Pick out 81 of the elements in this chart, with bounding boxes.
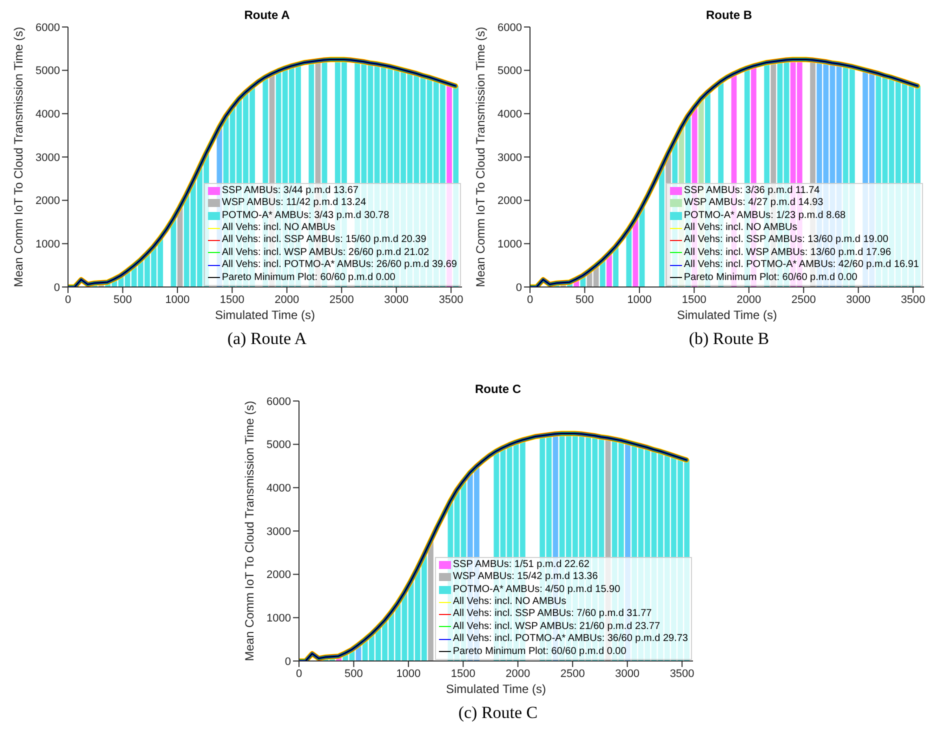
- y-tick-label: 4000: [266, 482, 291, 495]
- x-tick-label: 3000: [384, 294, 409, 306]
- x-tick-label: 1500: [682, 294, 706, 306]
- y-tick-label: 4000: [36, 108, 60, 121]
- text: (a) Route A: [226, 329, 308, 349]
- x-tick-label: 1500: [450, 668, 476, 680]
- y-tick-label: 1000: [498, 238, 522, 251]
- x-axis-title: Simulated Time (s): [446, 682, 546, 696]
- y-tick-label: 1000: [36, 238, 60, 251]
- legend-label: POTMO-A* AMBUs: 4/50 p.m.d 15.90: [452, 584, 620, 596]
- x-axis-title: Simulated Time (s): [214, 308, 316, 322]
- legend-label: All Vehs: incl. WSP AMBUs: 13/60 p.m.d 17.96: [684, 246, 892, 260]
- legend-label: Pareto Minimum Plot: 60/60 p.m.d 0.00: [684, 272, 858, 284]
- x-tick-label: 1000: [396, 668, 421, 680]
- legend-label: All Vehs: incl. POTMO-A* AMBUs: 36/60 p.m.d 29.73: [452, 633, 688, 646]
- legend-label: Pareto Minimum Plot: 60/60 p.m.d 0.00: [222, 272, 396, 284]
- x-tick-label: 0: [296, 668, 302, 680]
- y-tick-label: 3000: [36, 152, 60, 164]
- y-tick-label: 2000: [266, 569, 291, 582]
- legend-label: SSP AMBUs: 1/51 p.m.d 22.62: [452, 558, 590, 572]
- x-tick-label: 1000: [165, 294, 190, 306]
- x-tick-label: 3500: [670, 668, 694, 680]
- y-axis-title: Mean Comm IoT To Cloud Transmission Time (s): [11, 26, 26, 288]
- legend-label: All Vehs: incl. POTMO-A* AMBUs: 42/60 p.m.d 16.91: [684, 259, 919, 272]
- legend-label: All Vehs: incl. WSP AMBUs: 21/60 p.m.d 23.77: [452, 620, 660, 634]
- text: (c) Route C: [457, 703, 539, 723]
- x-tick-label: 0: [526, 294, 534, 306]
- y-tick-label: 6000: [266, 396, 291, 408]
- x-tick-label: 2000: [506, 668, 530, 680]
- legend-label: SSP AMBUs: 3/44 p.m.d 13.67: [222, 184, 358, 198]
- y-axis-title: Mean Comm IoT To Cloud Transmission Time (s): [242, 400, 256, 662]
- legend-label: All Vehs: incl. NO AMBUs: [684, 222, 798, 234]
- y-tick-label: 0: [284, 656, 291, 668]
- x-tick-label: 3500: [900, 294, 926, 306]
- x-tick-label: 500: [114, 294, 132, 306]
- legend-label: WSP AMBUs: 4/27 p.m.d 14.93: [684, 197, 824, 210]
- legend-label: All Vehs: incl. WSP AMBUs: 26/60 p.m.d 21.02: [222, 246, 430, 260]
- legend-label: Pareto Minimum Plot: 60/60 p.m.d 0.00: [452, 646, 626, 658]
- chart-title: Route A: [243, 8, 291, 23]
- legend-label: POTMO-A* AMBUs: 1/23 p.m.d 8.68: [684, 210, 846, 222]
- x-tick-label: 1000: [627, 294, 652, 306]
- x-tick-label: 0: [64, 294, 72, 306]
- legend-label: All Vehs: incl. SSP AMBUs: 15/60 p.m.d 20.39: [222, 234, 426, 247]
- y-tick-label: 3000: [266, 526, 291, 538]
- x-tick-label: 500: [344, 668, 363, 680]
- legend-label: All Vehs: incl. SSP AMBUs: 7/60 p.m.d 31.77: [452, 608, 652, 621]
- legend-label: All Vehs: incl. SSP AMBUs: 13/60 p.m.d 19.00: [684, 234, 888, 247]
- y-tick-label: 2000: [36, 195, 60, 208]
- y-tick-label: 0: [54, 282, 60, 294]
- y-tick-label: 6000: [498, 22, 522, 34]
- legend-label: POTMO-A* AMBUs: 3/43 p.m.d 30.78: [222, 210, 390, 222]
- y-tick-label: 0: [516, 282, 522, 294]
- text: (b) Route B: [688, 329, 770, 349]
- x-tick-label: 2500: [560, 668, 585, 680]
- legend-label: SSP AMBUs: 3/36 p.m.d 11.74: [684, 184, 820, 198]
- x-tick-label: 2000: [274, 294, 300, 306]
- x-tick-label: 2500: [329, 294, 354, 306]
- y-tick-label: 2000: [498, 195, 522, 208]
- legend-label: All Vehs: incl. NO AMBUs: [452, 596, 566, 608]
- y-axis-title: Mean Comm IoT To Cloud Transmission Time (s): [473, 26, 488, 288]
- legend-label: WSP AMBUs: 15/42 p.m.d 13.36: [452, 571, 598, 584]
- x-tick-label: 2000: [736, 294, 762, 306]
- chart-title: Route B: [705, 8, 753, 23]
- y-tick-label: 6000: [36, 22, 60, 34]
- chart-title: Route C: [474, 382, 522, 397]
- legend-label: WSP AMBUs: 11/42 p.m.d 13.24: [222, 197, 366, 210]
- legend-label: All Vehs: incl. POTMO-A* AMBUs: 26/60 p.m.d 39.69: [222, 259, 457, 272]
- y-tick-label: 5000: [36, 65, 60, 78]
- x-tick-label: 3000: [846, 294, 871, 306]
- x-tick-label: 1500: [220, 294, 244, 306]
- legend-label: All Vehs: incl. NO AMBUs: [222, 222, 336, 234]
- x-tick-label: 2500: [791, 294, 816, 306]
- x-axis-title: Simulated Time (s): [676, 308, 778, 322]
- y-tick-label: 5000: [266, 439, 291, 452]
- x-tick-label: 3500: [438, 294, 464, 306]
- x-tick-label: 500: [576, 294, 594, 306]
- x-tick-label: 3000: [615, 668, 640, 680]
- y-tick-label: 3000: [498, 152, 522, 164]
- y-tick-label: 1000: [266, 612, 291, 625]
- y-tick-label: 5000: [498, 65, 522, 78]
- y-tick-label: 4000: [498, 108, 522, 121]
